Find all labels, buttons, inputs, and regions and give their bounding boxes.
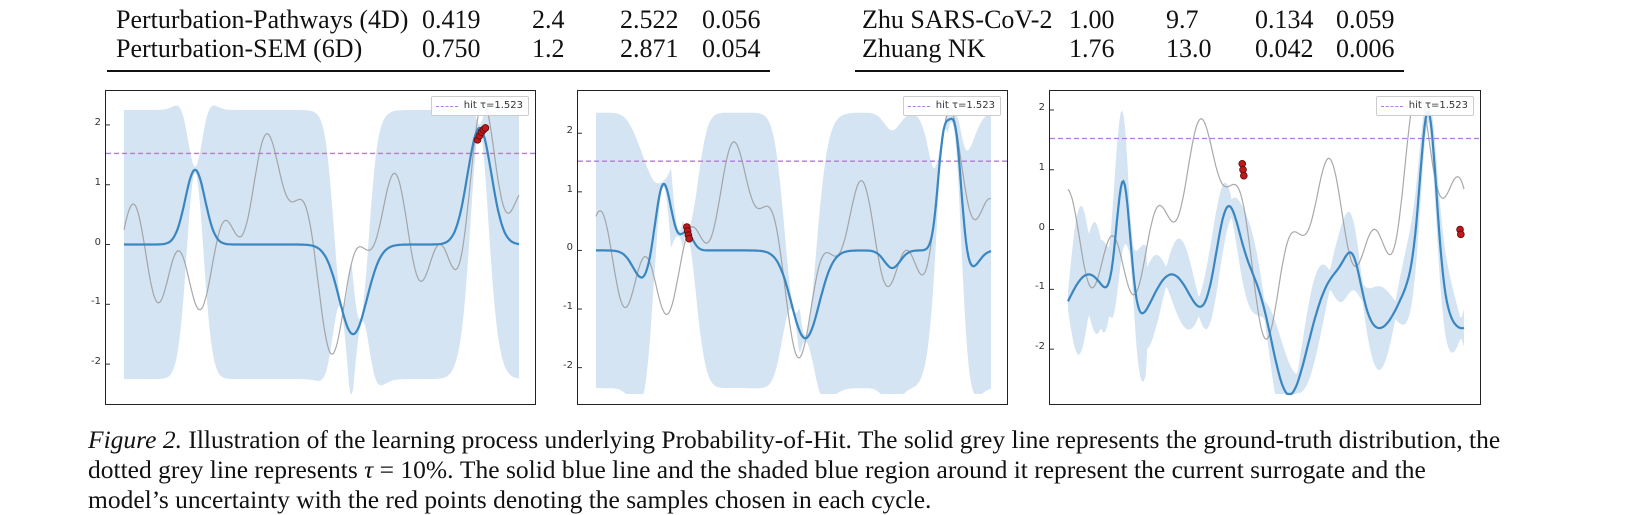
uncertainty-band [1068, 101, 1464, 394]
y-tick-label: 0 [566, 242, 573, 254]
figure-panel-3: hit τ=1.523 [1049, 90, 1481, 405]
row-name: Zhu SARS-CoV-2 [862, 5, 1053, 34]
y-tick-label: 2 [94, 116, 101, 128]
table-bottom-rule [855, 70, 1404, 72]
y-tick-label: -2 [91, 356, 101, 368]
sampled-point [1240, 171, 1248, 180]
row-value: 0.006 [1336, 34, 1395, 63]
row-name: Perturbation-Pathways (4D) [116, 5, 409, 34]
legend: hit τ=1.523 [1375, 96, 1474, 116]
legend-label: hit τ=1.523 [935, 100, 995, 111]
panel-plot [578, 107, 1007, 394]
sampled-point [1457, 230, 1465, 239]
row-name: Perturbation-SEM (6D) [116, 34, 363, 63]
caption-line-2-end: The solid blue line and the shaded blue … [459, 455, 1426, 484]
y-tick-label: -2 [1035, 341, 1045, 353]
row-value: 1.00 [1069, 5, 1115, 34]
row-value: 0.750 [422, 34, 481, 63]
y-tick-label: -1 [91, 296, 101, 308]
uncertainty-band [124, 101, 519, 394]
panel-plot [1050, 100, 1480, 396]
y-tick-label: 0 [94, 236, 101, 248]
surrogate-mean-line [1067, 109, 1465, 396]
row-value: 0.056 [702, 5, 761, 34]
y-tick-label: -2 [563, 359, 573, 371]
y-tick-label: -1 [563, 301, 573, 313]
y-tick-label: 0 [1038, 221, 1045, 233]
panel-plot [106, 100, 535, 394]
surrogate-mean-line [596, 117, 992, 340]
figure-panel-2: hit τ=1.523 [577, 90, 1008, 405]
row-value: 0.059 [1336, 5, 1395, 34]
figure-label: Figure 2. [88, 425, 182, 454]
row-value: 2.871 [620, 34, 679, 63]
y-tick-label: 1 [94, 176, 101, 188]
row-value: 2.4 [532, 5, 565, 34]
row-value: 13.0 [1166, 34, 1212, 63]
threshold-legend-swatch [435, 105, 458, 107]
legend: hit τ=1.523 [430, 96, 529, 116]
row-value: 1.2 [532, 34, 565, 63]
sampled-point [685, 234, 694, 243]
ground-truth-line [123, 100, 520, 355]
row-value: 0.134 [1255, 5, 1314, 34]
y-tick-label: 2 [566, 125, 573, 137]
threshold-legend-swatch [1380, 105, 1403, 107]
caption-line-1: Illustration of the learning process und… [181, 425, 1501, 454]
row-value: 0.419 [422, 5, 481, 34]
table-bottom-rule [107, 70, 770, 72]
figure-caption: Figure 2. Illustration of the learning p… [88, 425, 1553, 515]
y-tick-label: 1 [1038, 161, 1045, 173]
caption-line-3: model’s uncertainty with the red points … [88, 485, 932, 514]
row-value: 1.76 [1069, 34, 1115, 63]
legend-label: hit τ=1.523 [1408, 100, 1468, 111]
caption-line-2-start: dotted grey line represents [88, 455, 365, 484]
uncertainty-band [596, 107, 991, 394]
sampled-point [481, 124, 490, 132]
row-value: 0.054 [702, 34, 761, 63]
y-tick-label: 2 [1038, 101, 1045, 113]
row-name: Zhuang NK [862, 34, 986, 63]
tau-symbol: τ [364, 455, 374, 484]
y-tick-label: -1 [1035, 281, 1045, 293]
ground-truth-line [595, 108, 992, 359]
row-value: 0.042 [1255, 34, 1314, 63]
y-tick-label: 1 [566, 183, 573, 195]
caption-equation: = 10%. [373, 455, 460, 484]
ground-truth-line [1067, 100, 1465, 340]
row-value: 2.522 [620, 5, 679, 34]
threshold-legend-swatch [907, 105, 930, 107]
legend-label: hit τ=1.523 [463, 100, 523, 111]
row-value: 9.7 [1166, 5, 1199, 34]
figure-panel-1: hit τ=1.523 [105, 90, 536, 405]
legend: hit τ=1.523 [902, 96, 1001, 116]
surrogate-mean-line [124, 126, 520, 336]
